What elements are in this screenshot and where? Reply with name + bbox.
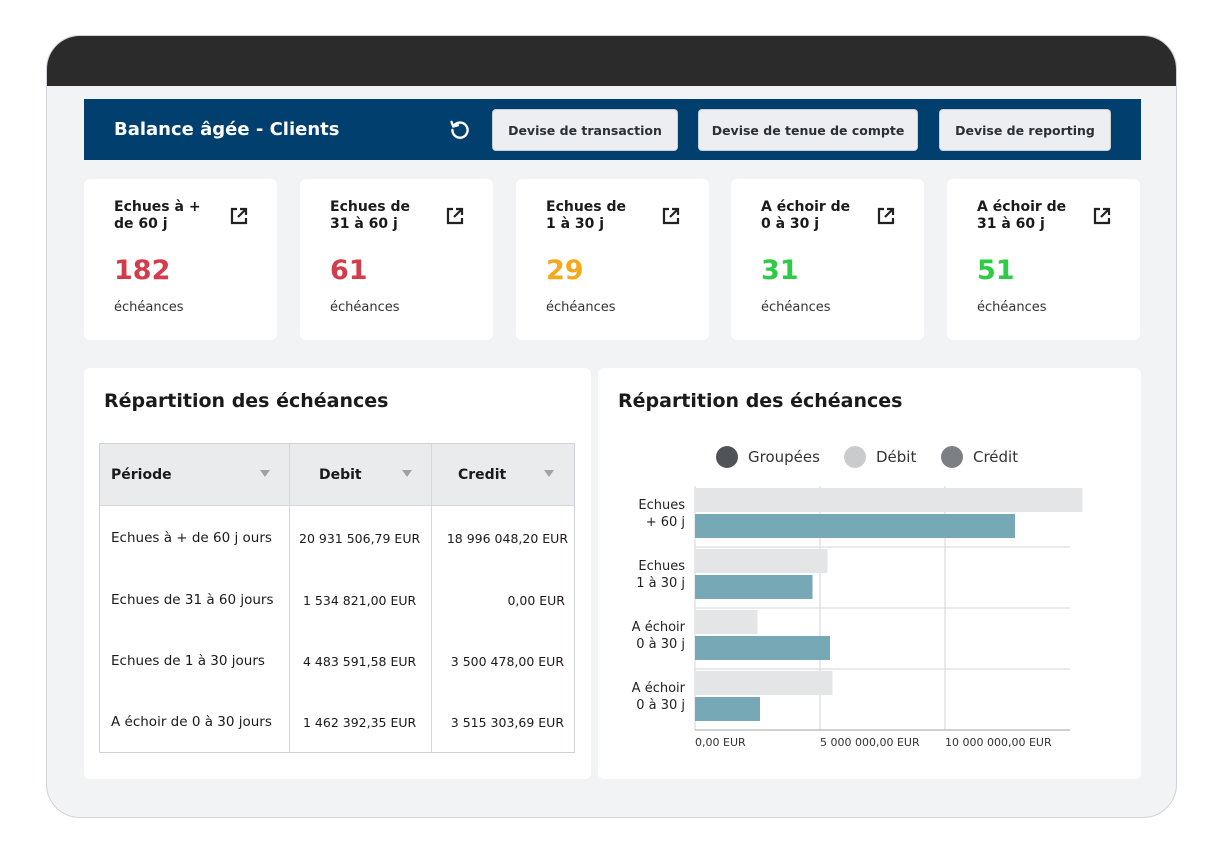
- card-title: Echues à + de 60 j: [114, 199, 201, 232]
- bar-credit: [695, 514, 1015, 538]
- card-title: Echues de 1 à 30 j: [546, 199, 627, 232]
- chart-panel: Répartition des échéances Groupées Débit…: [598, 368, 1141, 779]
- kpi-card-overdue-31-60: Echues de 31 à 60 j 61 échéances: [300, 179, 493, 340]
- legend-label: Groupées: [748, 448, 820, 466]
- table-panel-title: Répartition des échéances: [104, 390, 389, 412]
- column-header-periode[interactable]: Période: [111, 467, 172, 483]
- x-tick-label: 10 000 000,00 EUR: [945, 736, 1052, 749]
- external-link-icon[interactable]: [1092, 206, 1112, 226]
- table-cell-credit: 3 515 303,69 EUR: [450, 715, 564, 730]
- app-frame: Balance âgée - Clients Devise de transac…: [46, 35, 1177, 818]
- table-cell-debit: 1 462 392,35 EUR: [303, 715, 417, 730]
- legend-label: Crédit: [973, 448, 1019, 466]
- kpi-card-due-31-60: A échoir de 31 à 60 j 51 échéances: [947, 179, 1140, 340]
- kpi-card-overdue-1-30: Echues de 1 à 30 j 29 échéances: [516, 179, 709, 340]
- table-cell-debit: 1 534 821,00 EUR: [303, 593, 417, 608]
- legend-label: Débit: [876, 448, 917, 466]
- column-divider: [289, 444, 290, 752]
- card-value: 31: [761, 255, 799, 286]
- external-link-icon[interactable]: [229, 206, 249, 226]
- table-cell-periode: Echues de 31 à 60 jours: [111, 592, 274, 608]
- x-tick-label: 5 000 000,00 EUR: [820, 736, 920, 749]
- legend-dot: [716, 446, 738, 468]
- card-value: 182: [114, 255, 171, 286]
- bar-chart: [694, 486, 1083, 731]
- page-title: Balance âgée - Clients: [114, 119, 340, 140]
- legend-item-debit[interactable]: Débit: [844, 446, 916, 468]
- chart-panel-title: Répartition des échéances: [618, 390, 903, 412]
- card-unit: échéances: [330, 300, 400, 315]
- reporting-currency-button[interactable]: Devise de reporting: [939, 109, 1111, 151]
- due-dates-table: Période Debit Credit Echues à + de 60 j …: [99, 443, 575, 753]
- table-cell-credit: 0,00 EUR: [507, 593, 565, 608]
- legend-dot: [941, 446, 963, 468]
- table-cell-periode: Echues de 1 à 30 jours: [111, 653, 265, 669]
- card-value: 61: [330, 255, 368, 286]
- table-header: Période Debit Credit: [100, 444, 574, 506]
- sort-icon[interactable]: [260, 470, 270, 477]
- bar-debit: [695, 610, 758, 634]
- legend-dot: [844, 446, 866, 468]
- bar-debit: [695, 488, 1083, 512]
- card-value: 51: [977, 255, 1015, 286]
- external-link-icon[interactable]: [661, 206, 681, 226]
- card-unit: échéances: [546, 300, 616, 315]
- card-title: Echues de 31 à 60 j: [330, 199, 411, 232]
- sort-icon[interactable]: [544, 470, 554, 477]
- card-unit: échéances: [761, 300, 831, 315]
- category-label: A échoir 0 à 30 j: [631, 620, 685, 652]
- card-unit: échéances: [977, 300, 1047, 315]
- table-cell-credit: 18 996 048,20 EUR: [446, 531, 568, 546]
- account-currency-button[interactable]: Devise de tenue de compte: [698, 109, 918, 151]
- kpi-card-due-0-30: A échoir de 0 à 30 j 31 échéances: [731, 179, 924, 340]
- column-header-credit[interactable]: Credit: [458, 467, 507, 483]
- table-cell-debit: 20 931 506,79 EUR: [299, 531, 421, 546]
- bar-credit: [695, 636, 830, 660]
- bar-credit: [695, 697, 760, 721]
- table-cell-credit: 3 500 478,00 EUR: [450, 654, 564, 669]
- column-divider: [431, 444, 432, 752]
- external-link-icon[interactable]: [445, 206, 465, 226]
- card-unit: échéances: [114, 300, 184, 315]
- card-title: A échoir de 0 à 30 j: [761, 199, 851, 232]
- category-label: A échoir 0 à 30 j: [631, 681, 685, 713]
- table-cell-periode: Echues à + de 60 j ours: [111, 530, 272, 546]
- page-header: Balance âgée - Clients Devise de transac…: [84, 99, 1141, 160]
- card-title: A échoir de 31 à 60 j: [977, 199, 1067, 232]
- legend-item-groupees[interactable]: Groupées: [716, 446, 820, 468]
- sort-icon[interactable]: [402, 470, 412, 477]
- transaction-currency-button[interactable]: Devise de transaction: [492, 109, 678, 151]
- window-top-bar: [47, 36, 1176, 86]
- bar-credit: [695, 575, 813, 599]
- category-label: Echues 1 à 30 j: [636, 559, 685, 591]
- table-cell-debit: 4 483 591,58 EUR: [303, 654, 417, 669]
- table-panel: Répartition des échéances Période Debit …: [84, 368, 591, 779]
- refresh-icon[interactable]: [447, 117, 473, 143]
- bar-debit: [695, 671, 833, 695]
- bar-debit: [695, 549, 828, 573]
- category-label: Echues + 60 j: [638, 498, 685, 530]
- external-link-icon[interactable]: [876, 206, 896, 226]
- column-header-debit[interactable]: Debit: [319, 467, 362, 483]
- card-value: 29: [546, 255, 584, 286]
- legend-item-credit[interactable]: Crédit: [941, 446, 1018, 468]
- kpi-card-overdue-60: Echues à + de 60 j 182 échéances: [84, 179, 277, 340]
- x-tick-label: 0,00 EUR: [695, 736, 746, 749]
- table-cell-periode: A échoir de 0 à 30 jours: [111, 714, 272, 730]
